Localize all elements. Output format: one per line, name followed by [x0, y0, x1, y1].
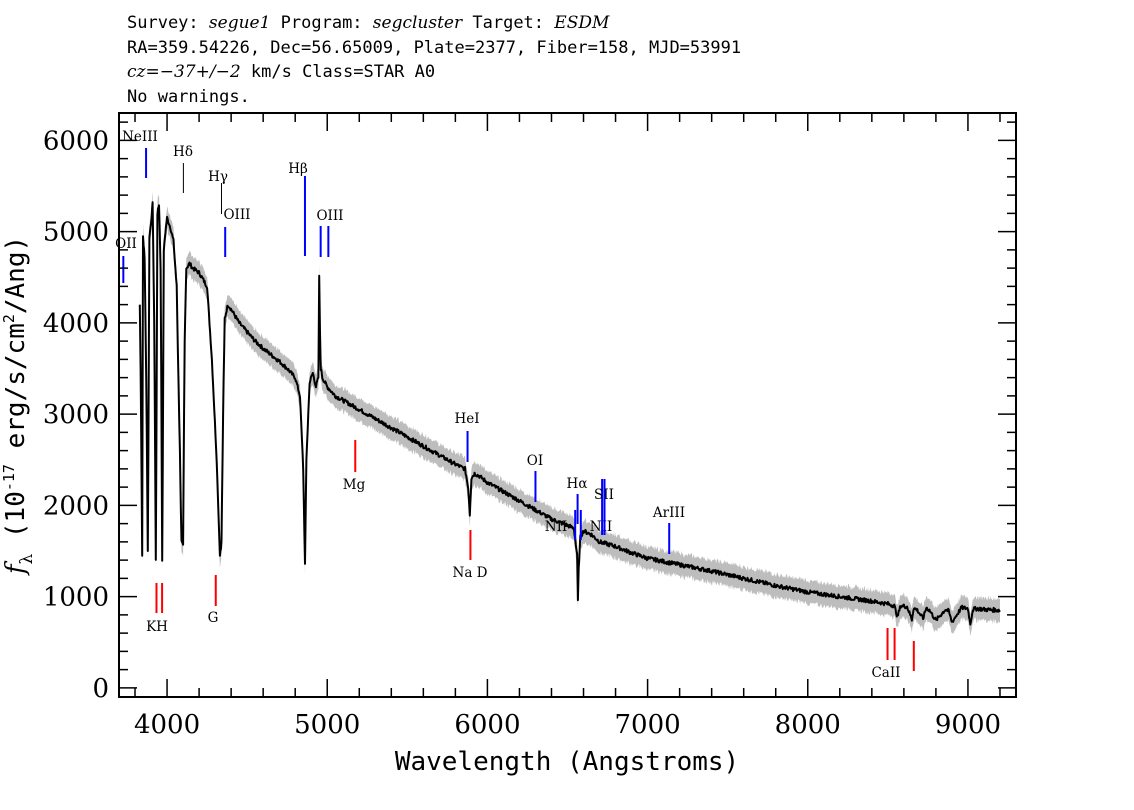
x-tick-label: 5000	[294, 710, 360, 740]
x-tick-label: 6000	[454, 710, 520, 740]
header-line-2: RA=359.54226, Dec=56.65009, Plate=2377, …	[127, 37, 742, 58]
flux-error-band	[139, 192, 1001, 637]
emission-label-1: NeIII	[122, 129, 158, 145]
emission-label-8: HeI	[454, 411, 479, 427]
flux-series-line	[138, 201, 1001, 626]
target-value: ESDM	[554, 13, 610, 33]
y-tick-label: 4000	[43, 309, 109, 339]
x-tick-label: 7000	[615, 710, 681, 740]
emission-label-5: Hβ	[288, 161, 308, 177]
plot-frame	[118, 112, 1017, 698]
y-tick-label: 0	[92, 674, 109, 704]
cz-unit: km/s Class=STAR A0	[240, 62, 436, 82]
emission-label-12: NII	[590, 519, 612, 535]
emission-label-4: OIII	[223, 207, 250, 223]
header-line-3: cz=−37+/−2 km/s Class=STAR A0	[127, 62, 436, 82]
emission-label-2: Hδ	[173, 144, 193, 160]
y-tick-label: 6000	[43, 126, 109, 156]
y-tick-label: 3000	[43, 400, 109, 430]
x-tick-label: 8000	[775, 710, 841, 740]
program-value: segcluster	[372, 13, 463, 33]
y-tick-label: 2000	[43, 491, 109, 521]
header-line-1: Survey: segue1 Program: segcluster Targe…	[127, 13, 610, 33]
x-axis-title: Wavelength (Angstroms)	[395, 747, 739, 777]
emission-label-0: OII	[115, 236, 137, 252]
absorption-label-0: KH	[146, 619, 168, 635]
absorption-label-4: CaII	[871, 665, 900, 681]
survey-value: segue1	[208, 13, 271, 33]
emission-label-6: OIII	[316, 208, 343, 224]
emission-label-3: Hγ	[208, 169, 228, 185]
emission-label-11: Hα	[567, 476, 588, 492]
spectrum-header: Survey: segue1 Program: segcluster Targe…	[127, 11, 741, 109]
header-line-4: No warnings.	[127, 86, 250, 107]
cz-value: −37+/−2	[159, 62, 241, 82]
y-tick-label: 1000	[43, 583, 109, 613]
x-tick-label: 9000	[935, 710, 1001, 740]
emission-label-15: ArIII	[652, 505, 685, 521]
emission-label-9: OI	[527, 453, 543, 469]
absorption-label-1: G	[208, 610, 219, 626]
y-tick-label: 5000	[43, 218, 109, 248]
absorption-label-2: Mg	[343, 477, 366, 493]
x-tick-label: 4000	[134, 710, 200, 740]
y-axis-title: fλ (10-17 erg/s/cm2/Ang)	[0, 236, 37, 576]
emission-label-10: NII	[545, 519, 567, 535]
absorption-label-3: Na D	[453, 565, 488, 581]
